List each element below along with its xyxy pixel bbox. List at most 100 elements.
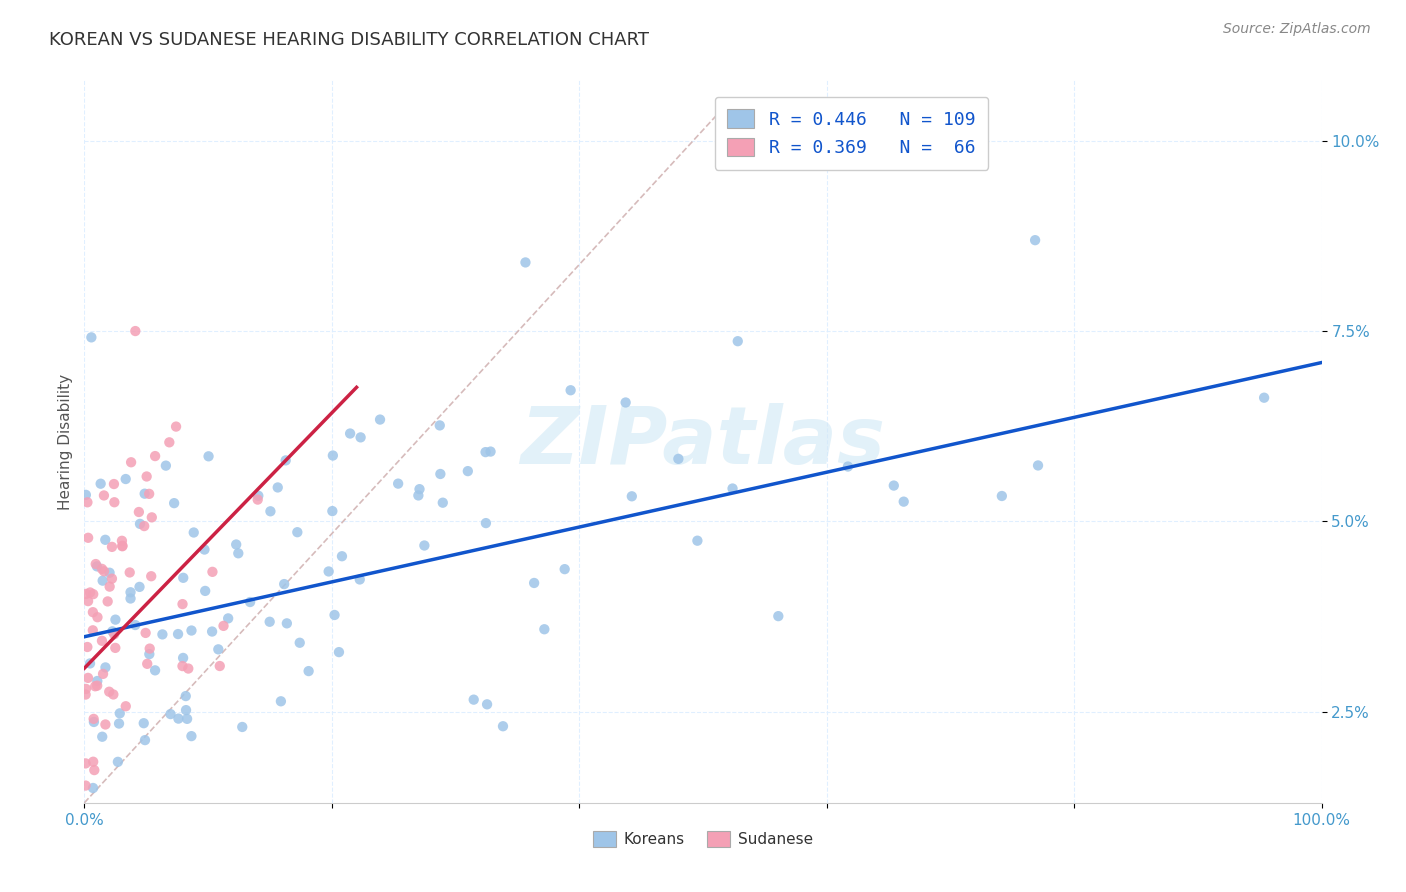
- Point: [339, 426, 361, 441]
- Point: [172, 571, 194, 585]
- Point: [172, 659, 194, 673]
- Point: [727, 334, 749, 349]
- Point: [323, 607, 346, 622]
- Point: [194, 583, 217, 598]
- Point: [239, 595, 262, 609]
- Point: [75, 756, 97, 771]
- Text: Source: ZipAtlas.com: Source: ZipAtlas.com: [1223, 22, 1371, 37]
- Point: [620, 489, 643, 503]
- Point: [138, 487, 160, 501]
- Point: [159, 707, 181, 722]
- Point: [285, 525, 308, 540]
- Point: [143, 664, 166, 678]
- Point: [273, 577, 295, 591]
- Point: [82, 780, 104, 795]
- Point: [86, 673, 108, 688]
- Point: [429, 467, 451, 481]
- Point: [111, 539, 134, 553]
- Point: [83, 763, 105, 777]
- Point: [77, 671, 100, 685]
- Point: [114, 819, 136, 833]
- Point: [474, 445, 496, 459]
- Point: [322, 449, 344, 463]
- Point: [180, 729, 202, 743]
- Point: [86, 559, 108, 574]
- Point: [128, 819, 150, 833]
- Point: [328, 645, 350, 659]
- Point: [143, 449, 166, 463]
- Legend: Koreans, Sudanese: Koreans, Sudanese: [586, 825, 820, 853]
- Point: [76, 640, 98, 654]
- Point: [1026, 458, 1049, 473]
- Point: [107, 755, 129, 769]
- Point: [183, 525, 205, 540]
- Point: [270, 694, 292, 708]
- Point: [349, 573, 371, 587]
- Point: [108, 706, 131, 721]
- Point: [174, 689, 197, 703]
- Point: [103, 495, 125, 509]
- Point: [128, 580, 150, 594]
- Point: [104, 613, 127, 627]
- Point: [523, 576, 546, 591]
- Point: [247, 489, 270, 503]
- Point: [475, 698, 498, 712]
- Point: [104, 640, 127, 655]
- Point: [120, 591, 142, 606]
- Point: [208, 659, 231, 673]
- Point: [163, 496, 186, 510]
- Point: [432, 496, 454, 510]
- Point: [515, 255, 537, 269]
- Point: [318, 565, 340, 579]
- Point: [97, 803, 120, 817]
- Point: [80, 819, 103, 833]
- Point: [141, 510, 163, 524]
- Point: [991, 489, 1014, 503]
- Point: [114, 472, 136, 486]
- Point: [165, 419, 187, 434]
- Point: [193, 542, 215, 557]
- Point: [408, 482, 430, 496]
- Point: [114, 699, 136, 714]
- Point: [368, 412, 391, 426]
- Point: [98, 566, 121, 580]
- Point: [91, 562, 114, 576]
- Point: [321, 504, 343, 518]
- Point: [134, 733, 156, 747]
- Point: [201, 624, 224, 639]
- Point: [82, 755, 104, 769]
- Point: [94, 533, 117, 547]
- Point: [75, 779, 97, 793]
- Point: [837, 459, 859, 474]
- Point: [103, 477, 125, 491]
- Point: [75, 488, 97, 502]
- Point: [97, 594, 120, 608]
- Point: [84, 679, 107, 693]
- Point: [721, 482, 744, 496]
- Point: [475, 516, 498, 530]
- Text: ZIPatlas: ZIPatlas: [520, 402, 886, 481]
- Point: [138, 641, 160, 656]
- Point: [225, 537, 247, 551]
- Point: [246, 492, 269, 507]
- Point: [134, 519, 156, 533]
- Point: [91, 730, 114, 744]
- Point: [457, 464, 479, 478]
- Point: [120, 455, 142, 469]
- Point: [111, 539, 134, 553]
- Point: [103, 627, 125, 641]
- Point: [883, 478, 905, 492]
- Point: [330, 549, 353, 564]
- Point: [413, 539, 436, 553]
- Point: [201, 565, 224, 579]
- Point: [132, 716, 155, 731]
- Point: [83, 714, 105, 729]
- Point: [554, 562, 576, 576]
- Point: [101, 540, 124, 554]
- Point: [533, 622, 555, 636]
- Point: [560, 383, 582, 397]
- Point: [77, 531, 100, 545]
- Y-axis label: Hearing Disability: Hearing Disability: [58, 374, 73, 509]
- Point: [75, 681, 97, 696]
- Point: [77, 594, 100, 608]
